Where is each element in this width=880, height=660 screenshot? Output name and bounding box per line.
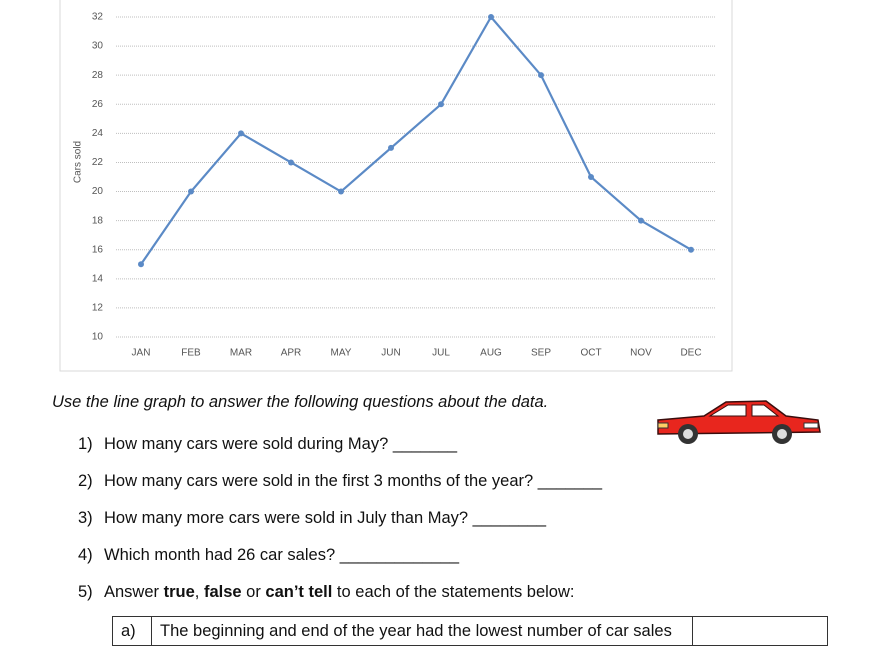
question-number: 1) — [78, 435, 93, 453]
y-tick-label: 14 — [92, 273, 104, 284]
question-number: 5) — [78, 583, 93, 601]
y-tick-label: 24 — [92, 128, 104, 139]
x-tick-label: SEP — [531, 348, 551, 359]
question-text: How many cars were sold in the first 3 m… — [104, 472, 603, 490]
data-point — [588, 174, 594, 180]
data-point — [288, 159, 294, 166]
chart-frame — [59, 0, 733, 372]
y-tick-label: 18 — [92, 215, 104, 226]
question-text-part: true — [163, 583, 195, 601]
x-tick-label: MAR — [230, 348, 252, 359]
chart: Cars sold 10 12 14 16 18 20 22 24 26 28 30 32 JAN FEB… — [59, 0, 733, 372]
question: 2) How many cars were sold in the first 3… — [78, 472, 602, 491]
y-tick-label: 16 — [92, 244, 104, 255]
question-text: Which month had 26 car sales? __________… — [104, 546, 459, 564]
question: 1) How many cars were sold during May? __… — [78, 435, 457, 454]
data-point — [188, 188, 194, 195]
question-text-part: to each of the statements below: — [332, 583, 575, 601]
table-cell: The beginning and end of the year had th… — [151, 616, 693, 646]
x-tick-label: APR — [281, 348, 302, 359]
x-tick-label: FEB — [181, 348, 201, 359]
y-tick-label: 10 — [92, 332, 104, 343]
instruction: Use the line graph to answer the followi… — [52, 393, 549, 411]
car-illustration — [657, 400, 821, 444]
y-tick-label: 32 — [92, 12, 104, 23]
y-tick-label: 20 — [92, 186, 104, 197]
question-text: How many cars were sold during May? ____… — [104, 435, 458, 453]
y-tick-label: 30 — [92, 41, 104, 52]
statement-table: a) The beginning and end of the year had … — [112, 616, 828, 646]
question: 3) How many more cars were sold in July t… — [78, 509, 546, 528]
question-text-part: Answer — [104, 583, 164, 601]
x-tick-label: NOV — [630, 348, 652, 359]
data-point — [688, 246, 694, 253]
question-text-part: or — [241, 583, 266, 601]
y-tick-label: 22 — [92, 157, 104, 168]
x-tick-label: JUL — [432, 348, 450, 359]
x-tick-label: JUN — [381, 348, 400, 359]
question: 4) Which month had 26 car sales? ________… — [78, 546, 459, 565]
question-number: 3) — [78, 509, 93, 527]
table-cell: a) — [112, 616, 152, 646]
question: 5) Answer true, false or can’t tell to ea… — [78, 583, 575, 602]
question-number: 2) — [78, 472, 93, 490]
data-point — [638, 217, 644, 224]
data-point — [538, 72, 544, 79]
question-number: 4) — [78, 546, 93, 564]
y-tick-label: 12 — [92, 303, 104, 314]
data-point — [488, 14, 494, 20]
question-text: How many more cars were sold in July tha… — [104, 509, 547, 527]
data-point — [388, 144, 394, 151]
x-tick-label: OCT — [580, 348, 601, 359]
y-tick-label: 26 — [92, 99, 104, 110]
y-tick-label: 28 — [92, 70, 104, 81]
data-point — [338, 188, 344, 195]
x-tick-label: MAY — [331, 348, 352, 359]
data-point — [438, 101, 444, 108]
question-text-part: false — [203, 583, 242, 601]
x-tick-label: JAN — [132, 348, 151, 359]
question-text-part: , — [194, 583, 204, 601]
question-text-part: can’t tell — [265, 583, 333, 601]
table-row: a) The beginning and end of the year had … — [112, 616, 828, 646]
data-point — [238, 130, 244, 137]
answer-cell — [692, 616, 828, 646]
data-point — [138, 261, 144, 268]
x-tick-label: AUG — [480, 348, 502, 359]
data-line — [140, 15, 692, 265]
y-axis-label: Cars sold — [73, 141, 84, 183]
x-tick-label: DEC — [680, 348, 701, 359]
